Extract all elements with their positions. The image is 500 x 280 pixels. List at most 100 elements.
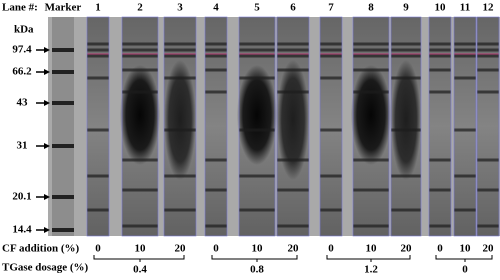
marker-band [52,48,74,52]
protein-band [122,224,158,228]
protein-band [454,42,476,46]
protein-band [320,128,342,132]
mw-arrowhead [44,47,50,53]
protein-band [87,128,109,132]
protein-band [122,48,158,52]
protein-band [164,174,196,178]
protein-band [239,42,275,46]
lane-outline [319,16,343,237]
protein-band [391,208,421,212]
protein-band [205,188,227,192]
protein-band [239,54,275,58]
protein-band [239,48,275,52]
cf-label: CF addition (%) [2,243,80,255]
protein-band [320,174,342,178]
protein-band [277,42,309,46]
protein-band [477,158,499,162]
protein-band [320,48,342,52]
protein-band [429,158,451,162]
protein-band [87,42,109,46]
mw-unit: kDa [14,24,34,36]
smear [237,65,277,165]
protein-band [122,188,158,192]
lane-outline [390,16,422,237]
protein-band [277,158,309,162]
protein-band [164,208,196,212]
lane-number: 6 [290,2,296,14]
protein-band [429,68,451,72]
lane-outline [163,16,197,237]
protein-band [454,174,476,178]
lane-outline [276,16,310,237]
group-bracket [211,255,298,262]
mw-label: 66.2 [12,66,32,78]
mw-label: 31 [17,140,28,152]
protein-band [353,54,389,58]
lane [429,17,451,236]
mw-arrowhead [44,194,50,200]
protein-band [205,90,227,94]
protein-band [391,42,421,46]
protein-band [87,48,109,52]
protein-band [477,54,499,58]
lane-number: 11 [460,2,470,14]
smear [391,60,421,180]
mw-arrowhead [44,100,50,106]
marker-band [52,228,74,232]
protein-band [454,48,476,52]
protein-band [205,48,227,52]
protein-band [353,90,389,94]
cf-value: 0 [213,243,219,255]
protein-band [320,76,342,80]
mw-label: 20.1 [12,191,31,203]
marker-band [52,70,74,74]
lane-number: 1 [95,2,101,14]
protein-band [87,54,109,58]
protein-band [164,48,196,52]
marker-band [52,144,74,148]
protein-band [454,54,476,58]
protein-band [122,158,158,162]
smear [351,65,391,165]
cf-value: 0 [437,243,443,255]
protein-band [87,76,109,80]
group-bracket [326,255,411,262]
protein-band [477,48,499,52]
protein-band [477,42,499,46]
protein-band [429,224,451,228]
protein-band [353,68,389,72]
cf-value: 10 [460,243,472,255]
lane-outline [453,16,477,237]
smear [120,65,160,165]
protein-band [164,54,196,58]
protein-band [454,76,476,80]
protein-band [205,42,227,46]
tgase-label: TGase dosage (%) [2,262,89,274]
lane [205,17,227,236]
protein-band [391,54,421,58]
protein-band [277,188,309,192]
lane-number: 4 [213,2,219,14]
protein-band [164,128,196,132]
group-bracket [435,255,493,262]
protein-band [205,158,227,162]
mw-arrowhead [44,143,50,149]
protein-band [320,54,342,58]
protein-band [205,68,227,72]
protein-band [277,90,309,94]
protein-band [239,128,275,132]
mw-label: 14.4 [12,224,32,236]
marker-band [52,195,74,199]
lane-outline [428,16,452,237]
lane-number: 8 [368,2,374,14]
cf-value: 10 [252,243,264,255]
protein-band [122,90,158,94]
lane-number: 9 [403,2,409,14]
protein-band [429,54,451,58]
protein-band [429,188,451,192]
tgase-value: 0 [462,264,468,276]
protein-band [239,208,275,212]
protein-band [320,42,342,46]
group-bracket [93,255,185,262]
protein-band [205,54,227,58]
